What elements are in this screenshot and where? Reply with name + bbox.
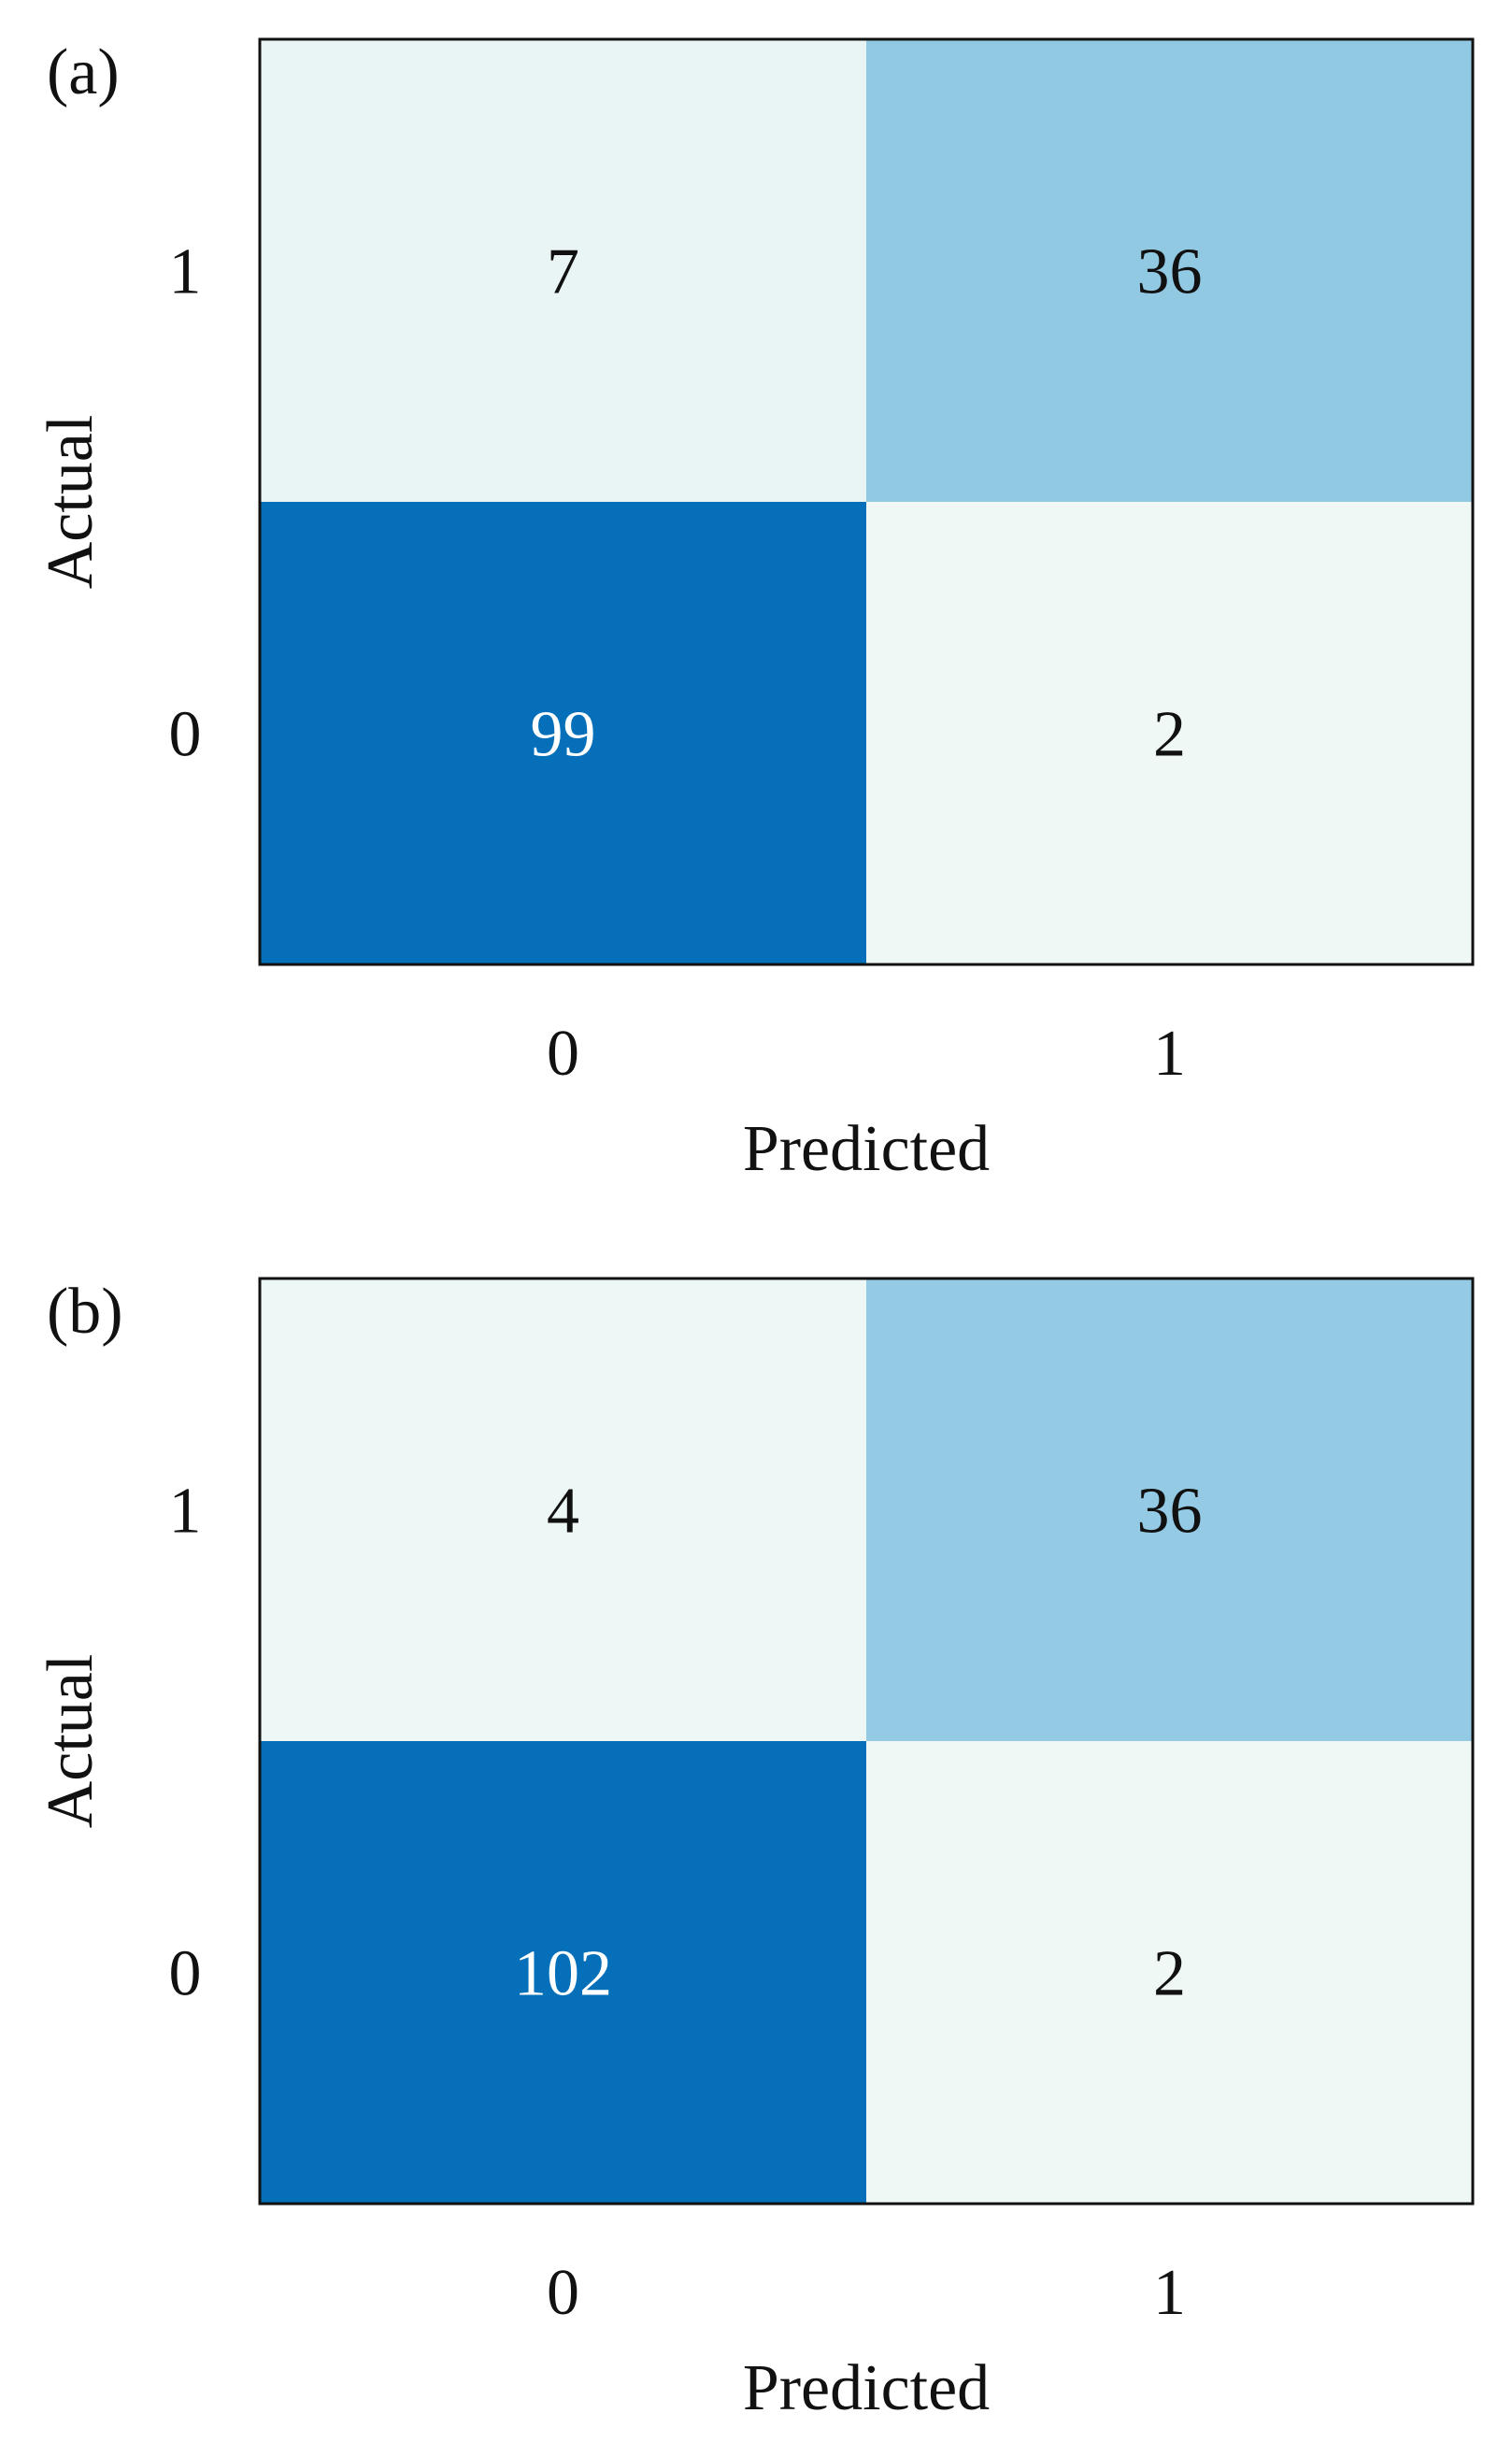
y-tick-label: 1 xyxy=(169,236,202,308)
x-tick-label: 1 xyxy=(1153,2257,1186,2329)
heatmap-cell xyxy=(866,1278,1473,1741)
cell-value-label: 102 xyxy=(514,1938,612,2010)
x-tick-label: 0 xyxy=(547,1018,579,1090)
panel-label: (a) xyxy=(47,36,120,108)
x-tick-label: 0 xyxy=(547,2257,579,2329)
heatmap-cell xyxy=(866,1741,1473,2204)
heatmap-cell xyxy=(866,502,1473,964)
heatmap-cell xyxy=(260,502,866,964)
y-tick-label: 0 xyxy=(169,1938,202,2010)
heatmap-cell xyxy=(260,1278,866,1741)
y-tick-label: 0 xyxy=(169,699,202,771)
cell-value-label: 36 xyxy=(1137,1476,1203,1548)
confusion-matrix-panel-b: 4 36 102 2 1 0 0 1 Predicted Actual (b) xyxy=(35,1276,1475,2424)
cell-value-label: 4 xyxy=(547,1476,579,1548)
confusion-matrix-panel-a: 7 36 99 2 1 0 0 1 Predicted Actual (a) xyxy=(35,36,1475,1185)
plot-frame xyxy=(258,1277,1475,2206)
heatmap-cell xyxy=(260,39,866,502)
panel-label: (b) xyxy=(47,1276,123,1348)
y-axis-label: Actual xyxy=(35,415,107,590)
heatmap-cell xyxy=(866,39,1473,502)
x-axis-label: Predicted xyxy=(743,2352,990,2424)
cell-value-label: 36 xyxy=(1137,236,1203,308)
cell-value-label: 99 xyxy=(531,699,596,771)
x-tick-label: 1 xyxy=(1153,1018,1186,1090)
y-axis-label: Actual xyxy=(35,1654,107,1829)
y-tick-label: 1 xyxy=(169,1476,202,1548)
plot-frame xyxy=(258,37,1475,966)
cell-value-label: 2 xyxy=(1153,699,1186,771)
cell-value-label: 2 xyxy=(1153,1938,1186,2010)
heatmap-cell xyxy=(260,1741,866,2204)
x-axis-label: Predicted xyxy=(743,1113,990,1185)
cell-value-label: 7 xyxy=(547,236,579,308)
